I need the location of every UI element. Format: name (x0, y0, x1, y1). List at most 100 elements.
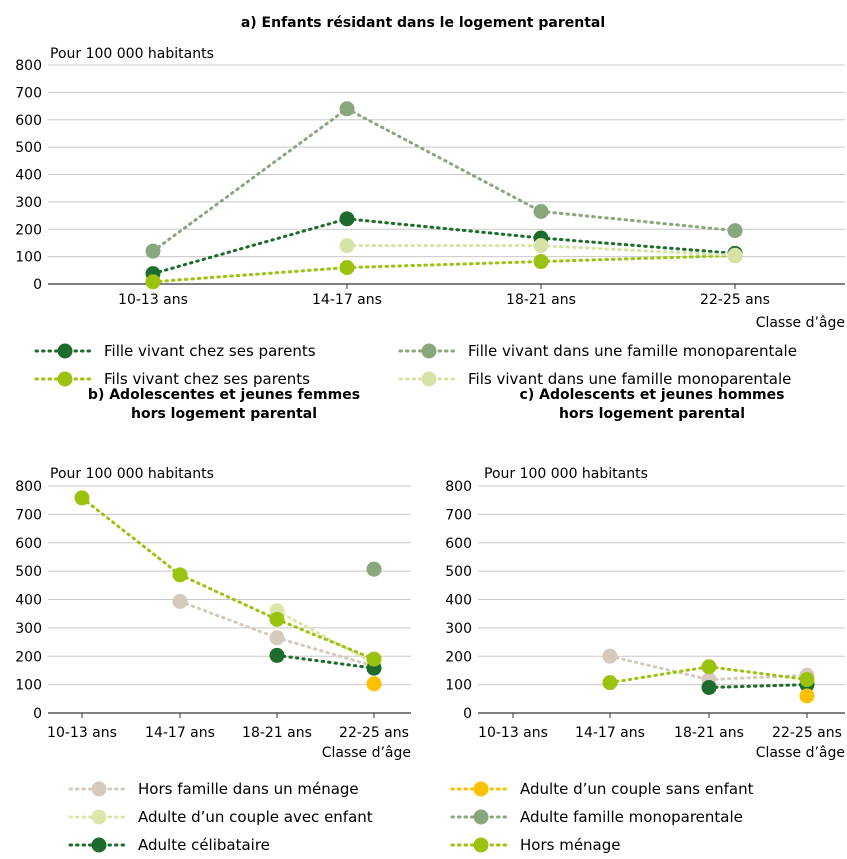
chart-b-point-hors-famille-dans-un-menage (269, 630, 285, 646)
chart-a-x-tick-label: 14-17 ans (312, 292, 382, 308)
legend-bc-swatch-marker-hors-famille-dans-un-menage (91, 781, 107, 797)
legend-bc-label-hors-famille-dans-un-menage: Hors famille dans un ménage (138, 780, 359, 798)
legend-bc-swatch-marker-adulte-d-un-couple-avec-enfant (91, 809, 107, 825)
chart-b-plot: 0 100 200 300 400 500 600 700 800 10-13 ans 14-17 … (15, 479, 411, 741)
chart-b-title-line2: hors logement parental (131, 406, 317, 422)
chart-b-y-tick-label: 500 (15, 564, 42, 580)
chart-b-point-hors-menage (74, 490, 90, 506)
chart-c-x-tick-label: 18-21 ans (674, 725, 744, 741)
chart-b-line-hors-menage (80, 496, 182, 577)
chart-c-y-tick-label: 700 (445, 507, 472, 523)
legend-bc-label-adulte-d-un-couple-sans-enfant: Adulte d’un couple sans enfant (520, 780, 754, 798)
chart-b-point-hors-famille-dans-un-menage (172, 593, 188, 609)
chart-a-line-fils-vivant-chez-ses-parents (539, 254, 737, 264)
chart-b-y-tick-label: 0 (33, 706, 42, 722)
chart-a-x-tick-label: 18-21 ans (506, 292, 576, 308)
chart-b-y-tick-label: 600 (15, 536, 42, 552)
chart-a-point-fils-vivant-chez-ses-parents (339, 260, 355, 276)
chart-b-line-hors-famille-dans-un-menage (275, 636, 376, 668)
chart-a-point-fils-vivant-chez-ses-parents (145, 274, 161, 290)
chart-a-line-fille-vivant-dans-une-famille-monoparentale (345, 107, 543, 213)
chart-a-line-fils-vivant-dans-une-famille-monoparentale (539, 244, 737, 257)
chart-b-line-hors-famille-dans-un-menage (178, 599, 279, 640)
legend-a-label-fils-vivant-dans-une-famille-monoparentale: Fils vivant dans une famille monoparenta… (468, 370, 791, 388)
chart-bc-legend: Hors famille dans un ménage Adulte d’un c… (68, 780, 754, 854)
chart-a-point-fille-vivant-chez-ses-parents (339, 211, 355, 227)
chart-a-x-tick-label: 22-25 ans (700, 292, 770, 308)
legend-bc-label-hors-menage: Hors ménage (520, 836, 621, 854)
chart-b-y-tick-label: 700 (15, 507, 42, 523)
chart-a-point-fille-vivant-dans-une-famille-monoparentale (533, 203, 549, 219)
legend-bc-swatch-marker-adulte-d-un-couple-sans-enfant (473, 781, 489, 797)
chart-a-point-fils-vivant-dans-une-famille-monoparentale (533, 238, 549, 254)
chart-b-point-hors-menage (269, 611, 285, 627)
chart-b-y-tick-label: 400 (15, 593, 42, 609)
chart-b-line-adulte-d-un-couple-avec-enfant (275, 609, 376, 665)
chart-a-line-fils-vivant-chez-ses-parents (151, 266, 349, 284)
legend-bc-label-adulte-d-un-couple-avec-enfant: Adulte d’un couple avec enfant (138, 808, 373, 826)
chart-a-line-fils-vivant-chez-ses-parents (345, 260, 543, 270)
chart-a-plot: 0 100 200 300 400 500 600 700 800 10-13 ans 14-17 … (15, 58, 845, 308)
chart-a-y-tick-label: 100 (15, 250, 42, 266)
chart-a-xlabel: Classe d’âge (756, 315, 845, 331)
chart-c-x-tick-label: 14-17 ans (575, 725, 645, 741)
chart-a-point-fils-vivant-chez-ses-parents (533, 254, 549, 270)
chart-c-y-tick-label: 200 (445, 649, 472, 665)
chart-b-line-hors-menage (178, 573, 279, 621)
chart-b-point-hors-menage (366, 651, 382, 667)
chart-c-point-adulte-celibataire (701, 679, 717, 695)
chart-c-ylabel: Pour 100 000 habitants (484, 466, 648, 482)
chart-b-y-tick-label: 200 (15, 649, 42, 665)
chart-b-line-hors-menage (275, 617, 376, 661)
chart-b-x-tick-label: 10-13 ans (47, 725, 117, 741)
chart-a-ylabel: Pour 100 000 habitants (50, 46, 214, 62)
chart-c-point-hors-menage (701, 659, 717, 675)
chart-c-line-hors-famille-dans-un-menage (608, 654, 711, 682)
chart-c-xlabel: Classe d’âge (756, 745, 845, 761)
chart-c-y-tick-label: 500 (445, 564, 472, 580)
chart-a-point-fille-vivant-dans-une-famille-monoparentale (727, 223, 743, 239)
chart-c-y-tick-label: 0 (463, 706, 472, 722)
chart-a-point-fils-vivant-dans-une-famille-monoparentale (339, 238, 355, 254)
legend-a-swatch-marker-fille-vivant-dans-une-famille-monoparentale (421, 343, 437, 359)
chart-b-y-tick-label: 100 (15, 678, 42, 694)
chart-a-y-tick-label: 400 (15, 168, 42, 184)
chart-a-line-fille-vivant-dans-une-famille-monoparentale (151, 107, 349, 253)
chart-b-title: b) Adolescentes et jeunes femmes (88, 387, 360, 403)
chart-c-x-tick-label: 22-25 ans (772, 725, 842, 741)
legend-bc-label-adulte-celibataire: Adulte célibataire (138, 836, 270, 854)
chart-b-xlabel: Classe d’âge (322, 745, 411, 761)
chart-a-y-tick-label: 700 (15, 85, 42, 101)
chart-a-y-tick-label: 200 (15, 222, 42, 238)
chart-a-line-fille-vivant-chez-ses-parents (539, 236, 737, 255)
chart-a-point-fille-vivant-dans-une-famille-monoparentale (145, 243, 161, 259)
chart-c-plot: 0 100 200 300 400 500 600 700 800 10-13 ans 14-17 … (445, 479, 845, 741)
chart-c-title-line2: hors logement parental (559, 406, 745, 422)
chart-c-y-tick-label: 300 (445, 621, 472, 637)
chart-a-y-tick-label: 0 (33, 277, 42, 293)
chart-a-line-fille-vivant-dans-une-famille-monoparentale (539, 209, 737, 233)
chart-c-title: c) Adolescents et jeunes hommes (520, 387, 785, 403)
chart-a-line-fille-vivant-chez-ses-parents (345, 217, 543, 240)
chart-b-point-adulte-celibataire (269, 647, 285, 663)
chart-b-x-tick-label: 14-17 ans (145, 725, 215, 741)
chart-c-x-tick-label: 10-13 ans (478, 725, 548, 741)
chart-a-y-tick-label: 300 (15, 195, 42, 211)
chart-b-y-tick-label: 300 (15, 621, 42, 637)
chart-a-y-tick-label: 500 (15, 140, 42, 156)
legend-a-label-fils-vivant-chez-ses-parents: Fils vivant chez ses parents (104, 370, 310, 388)
chart-c-point-adulte-d-un-couple-sans-enfant (799, 688, 815, 704)
legend-a-label-fille-vivant-chez-ses-parents: Fille vivant chez ses parents (104, 342, 316, 360)
legend-a-swatch-marker-fils-vivant-dans-une-famille-monoparentale (421, 371, 437, 387)
chart-c-point-hors-menage (602, 675, 618, 691)
chart-b-point-adulte-d-un-couple-sans-enfant (366, 676, 382, 692)
chart-c-y-tick-label: 800 (445, 479, 472, 495)
legend-bc-swatch-marker-adulte-celibataire (91, 837, 107, 853)
chart-b-ylabel: Pour 100 000 habitants (50, 466, 214, 482)
chart-a-legend: Fille vivant chez ses parents Fille vivan… (34, 342, 797, 388)
chart-a-x-tick-label: 10-13 ans (118, 292, 188, 308)
chart-a-point-fille-vivant-dans-une-famille-monoparentale (339, 101, 355, 117)
chart-b-point-hors-menage (172, 567, 188, 583)
chart-a-title: a) Enfants résidant dans le logement par… (241, 15, 605, 31)
